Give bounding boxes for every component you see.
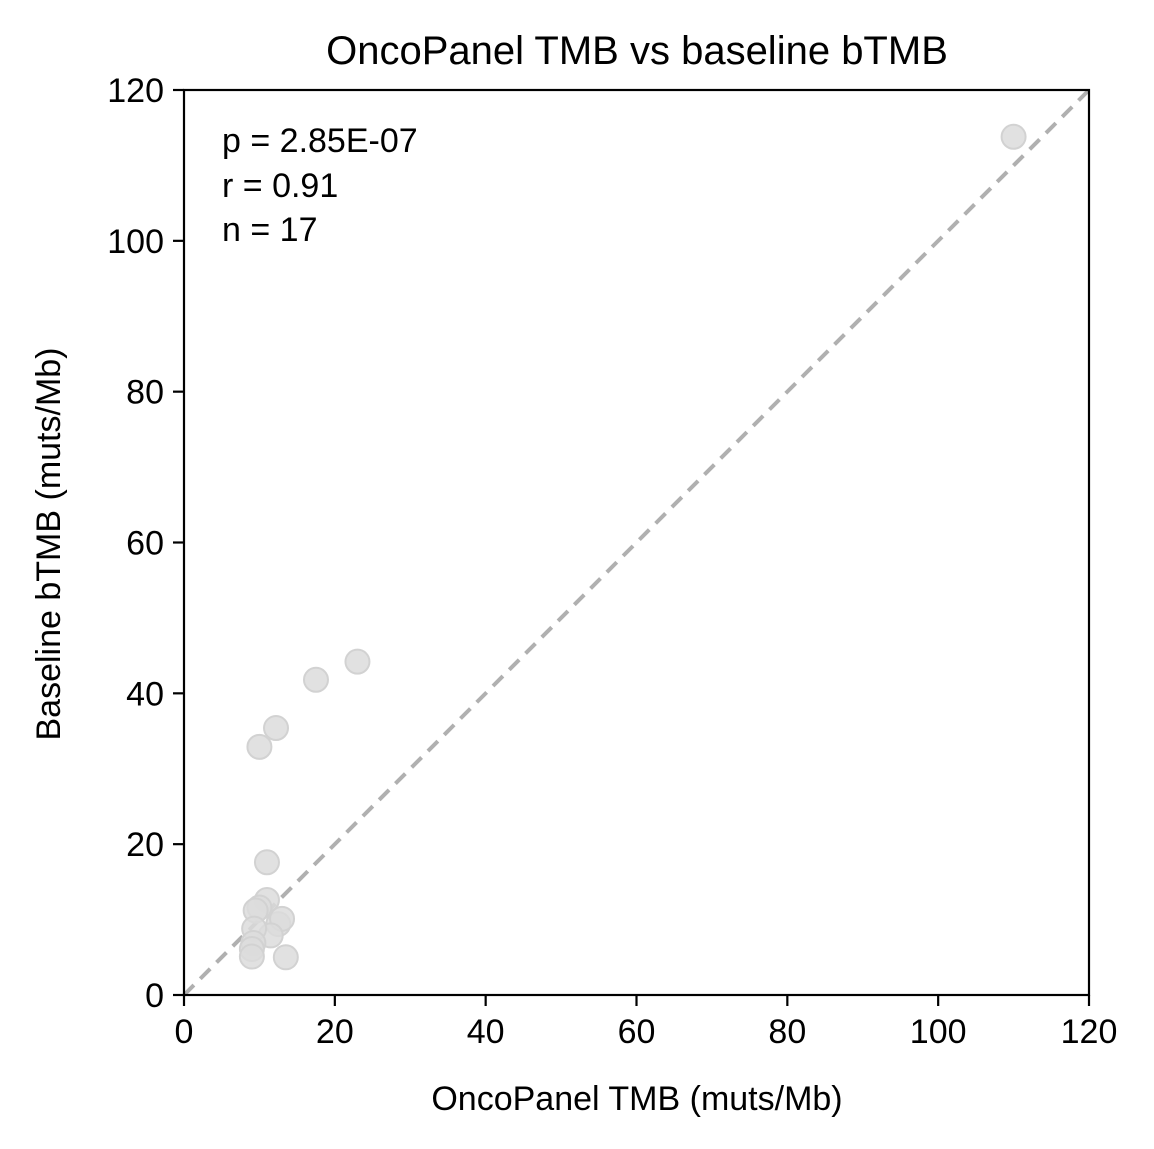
y-tick-label: 60 bbox=[126, 525, 164, 563]
chart-title: OncoPanel TMB vs baseline bTMB bbox=[326, 29, 948, 73]
x-tick-label: 80 bbox=[768, 1013, 806, 1051]
r-value-annotation: r = 0.91 bbox=[222, 167, 338, 205]
scatter-point bbox=[263, 715, 290, 742]
n-count-annotation: n = 17 bbox=[222, 211, 317, 249]
identity-reference-line bbox=[182, 88, 1091, 997]
x-tick-label: 120 bbox=[1061, 1013, 1118, 1051]
scatter-point bbox=[238, 943, 265, 970]
scatter-point bbox=[253, 849, 280, 876]
scatter-point bbox=[302, 666, 329, 693]
plot-area: 0 20 40 60 80 100 120 0 20 40 60 80 100 120 bbox=[107, 72, 1117, 1051]
x-tick-label: 0 bbox=[175, 1013, 194, 1051]
y-tick-label: 0 bbox=[145, 977, 164, 1015]
x-axis-label: OncoPanel TMB (muts/Mb) bbox=[431, 1080, 842, 1118]
scatter-point bbox=[272, 944, 299, 971]
stat-annotations: p = 2.85E-07 r = 0.91 n = 17 bbox=[222, 122, 418, 249]
scatter-point bbox=[1000, 123, 1027, 150]
scatter-point bbox=[344, 648, 371, 675]
x-tick-label: 100 bbox=[910, 1013, 967, 1051]
x-tick-label: 40 bbox=[467, 1013, 505, 1051]
y-tick-label: 80 bbox=[126, 374, 164, 412]
y-tick-label: 120 bbox=[107, 72, 164, 110]
p-value-annotation: p = 2.85E-07 bbox=[222, 122, 418, 160]
y-axis-label: Baseline bTMB (muts/Mb) bbox=[30, 348, 68, 741]
y-tick-label: 100 bbox=[107, 223, 164, 261]
y-tick-label: 20 bbox=[126, 826, 164, 864]
x-tick-label: 20 bbox=[316, 1013, 354, 1051]
scatter-point bbox=[246, 733, 273, 760]
x-tick-label: 60 bbox=[618, 1013, 656, 1051]
y-tick-label: 40 bbox=[126, 675, 164, 713]
